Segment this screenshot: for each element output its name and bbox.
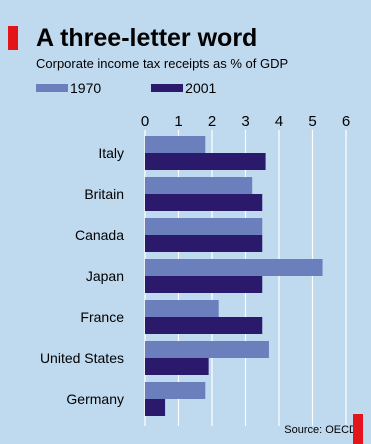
x-tick-label: 2 bbox=[208, 113, 216, 130]
bar bbox=[145, 317, 263, 334]
category-label: United States bbox=[40, 350, 124, 366]
source-note: Source: OECD bbox=[284, 424, 357, 436]
accent-bar-right bbox=[353, 414, 363, 444]
bar bbox=[145, 177, 253, 194]
legend-swatch-1970 bbox=[36, 84, 68, 92]
x-tick-label: 3 bbox=[241, 113, 249, 130]
x-tick-label: 4 bbox=[275, 113, 283, 130]
bar bbox=[145, 399, 166, 416]
x-tick-label: 5 bbox=[308, 113, 316, 130]
x-tick-label: 0 bbox=[141, 113, 149, 130]
chart-title: A three-letter word bbox=[36, 24, 258, 52]
legend-label-2001: 2001 bbox=[185, 80, 217, 96]
legend-label-1970: 1970 bbox=[70, 80, 102, 96]
category-label: Germany bbox=[66, 391, 124, 407]
bar bbox=[145, 153, 266, 170]
category-label: Japan bbox=[86, 268, 124, 284]
bar bbox=[145, 194, 263, 211]
bar bbox=[145, 300, 219, 317]
bar bbox=[145, 358, 209, 375]
category-label: Italy bbox=[98, 145, 124, 161]
legend: 1970 2001 bbox=[36, 80, 266, 96]
bar bbox=[145, 382, 206, 399]
bar bbox=[145, 218, 263, 235]
chart-subtitle: Corporate income tax receipts as % of GD… bbox=[36, 56, 289, 71]
bar bbox=[145, 341, 269, 358]
x-tick-label: 6 bbox=[342, 113, 350, 130]
category-label: France bbox=[80, 309, 124, 325]
bar bbox=[145, 235, 263, 252]
legend-item-2001: 2001 bbox=[151, 80, 216, 96]
bar bbox=[145, 259, 323, 276]
category-label: Canada bbox=[75, 227, 124, 243]
legend-item-1970: 1970 bbox=[36, 80, 101, 96]
legend-swatch-2001 bbox=[151, 84, 184, 92]
bar bbox=[145, 276, 263, 293]
category-label: Britain bbox=[84, 186, 124, 202]
accent-bar-left bbox=[8, 26, 18, 50]
bar bbox=[145, 136, 206, 153]
x-tick-label: 1 bbox=[174, 113, 182, 130]
